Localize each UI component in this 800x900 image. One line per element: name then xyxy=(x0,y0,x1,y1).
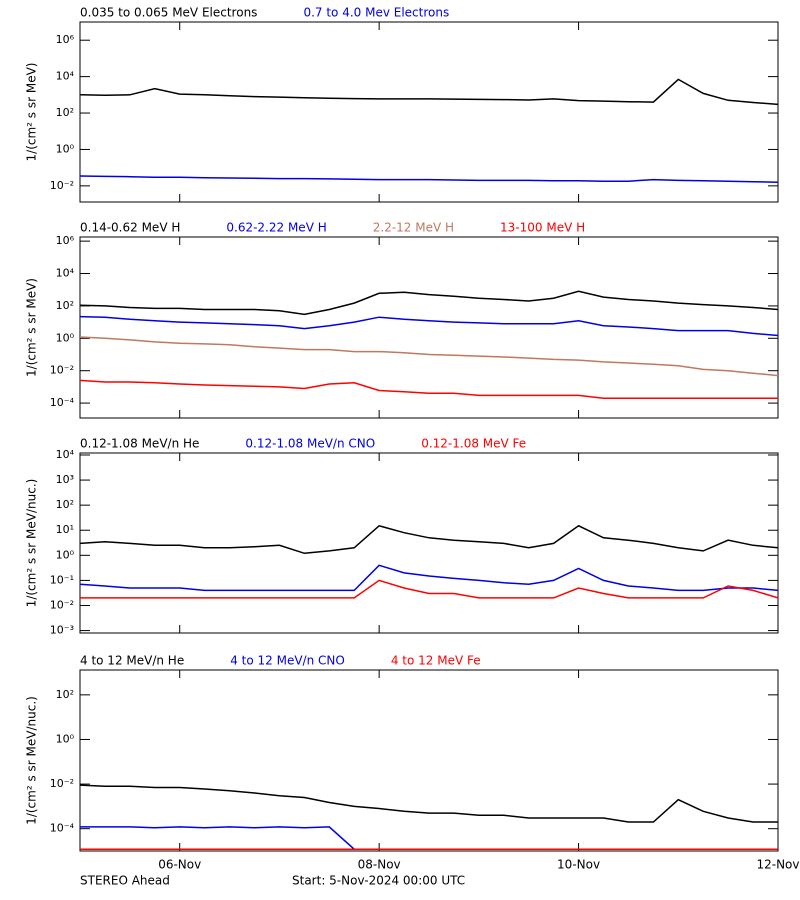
series-line xyxy=(79,175,779,183)
legend-entry: 4 to 12 MeV/n He xyxy=(80,654,184,668)
footer-source: STEREO Ahead xyxy=(80,874,170,888)
y-tick-label: 10⁶ xyxy=(56,33,75,46)
y-tick-label: 10⁰ xyxy=(56,142,75,155)
y-tick-label: 10⁻¹ xyxy=(50,573,74,586)
series-line xyxy=(79,524,779,555)
y-tick-label: 10⁴ xyxy=(56,70,75,83)
y-tick-label: 10⁶ xyxy=(56,234,75,247)
y-axis-label: 1/(cm² s sr MeV) xyxy=(25,278,39,377)
y-tick-label: 10² xyxy=(56,106,74,119)
y-tick-label: 10⁴ xyxy=(56,448,75,461)
legend-entry: 4 to 12 MeV/n CNO xyxy=(230,654,345,668)
y-tick-label: 10⁻² xyxy=(50,179,74,192)
y-tick-label: 10⁻⁴ xyxy=(50,396,75,409)
legend-entry: 0.62-2.22 MeV H xyxy=(226,221,326,235)
legend-entry: 0.7 to 4.0 Mev Electrons xyxy=(303,6,449,20)
series-line xyxy=(79,336,779,377)
legend-entry: 0.14-0.62 MeV H xyxy=(80,221,180,235)
plot-frame xyxy=(79,452,779,634)
series-line xyxy=(79,379,778,399)
y-tick-label: 10⁻² xyxy=(50,598,74,611)
legend-entry: 4 to 12 MeV Fe xyxy=(391,654,481,668)
y-tick-label: 10² xyxy=(56,688,74,701)
y-tick-label: 10² xyxy=(56,299,74,312)
plot-frame xyxy=(79,21,779,203)
y-axis-label: 1/(cm² s sr MeV) xyxy=(25,63,39,162)
series-line xyxy=(80,826,778,850)
series-line xyxy=(79,784,778,823)
plot-frame xyxy=(79,669,779,852)
legend-entry: 0.035 to 0.065 MeV Electrons xyxy=(80,6,257,20)
x-tick-label: 08-Nov xyxy=(358,858,401,872)
y-tick-label: 10⁰ xyxy=(56,331,75,344)
legend-entry: 0.12-1.08 MeV/n CNO xyxy=(245,437,375,451)
legend-entry: 13-100 MeV H xyxy=(500,221,585,235)
y-tick-label: 10⁰ xyxy=(56,732,75,745)
y-axis-label: 1/(cm² s sr MeV/nuc.) xyxy=(25,696,39,825)
series-line xyxy=(79,315,779,337)
y-tick-label: 10⁻² xyxy=(50,777,74,790)
y-tick-label: 10⁻² xyxy=(50,364,74,377)
legend-entry: 0.12-1.08 MeV/n He xyxy=(80,437,199,451)
legend-entry: 0.12-1.08 MeV Fe xyxy=(421,437,526,451)
series-line xyxy=(80,579,779,599)
y-tick-label: 10⁴ xyxy=(56,267,75,280)
series-line xyxy=(79,564,779,592)
y-tick-label: 10⁰ xyxy=(56,548,75,561)
footer-start: Start: 5-Nov-2024 00:00 UTC xyxy=(292,874,465,888)
x-tick-label: 06-Nov xyxy=(158,858,201,872)
series-line xyxy=(79,290,779,316)
series-line xyxy=(79,78,779,106)
y-tick-label: 10⁻³ xyxy=(50,624,74,637)
legend-entry: 2.2-12 MeV H xyxy=(373,221,454,235)
x-tick-label: 12-Nov xyxy=(756,858,799,872)
y-tick-label: 10² xyxy=(56,498,74,511)
y-tick-label: 10⁻⁴ xyxy=(50,822,75,835)
y-tick-label: 10¹ xyxy=(56,523,74,536)
x-tick-label: 10-Nov xyxy=(557,858,600,872)
y-axis-label: 1/(cm² s sr MeV/nuc.) xyxy=(25,479,39,608)
plot-frame xyxy=(79,236,779,419)
y-tick-label: 10³ xyxy=(56,473,74,486)
